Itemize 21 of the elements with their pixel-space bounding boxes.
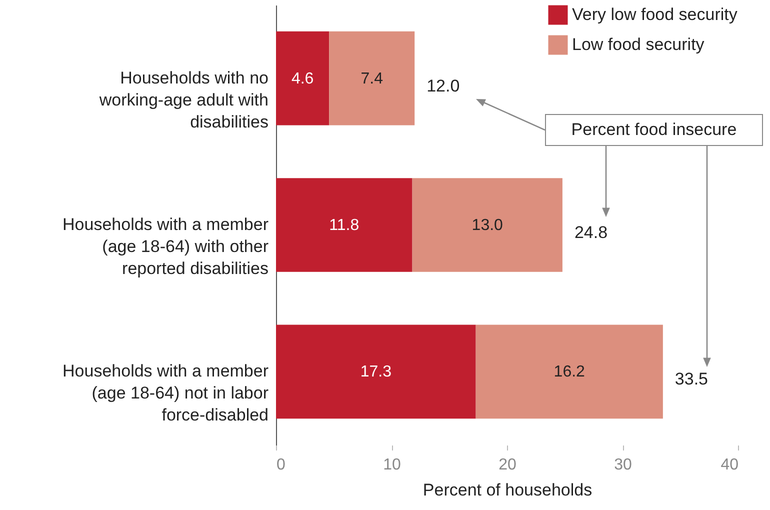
data-label: 4.6 — [291, 70, 314, 88]
data-label: 17.3 — [360, 364, 392, 381]
total-label: 12.0 — [426, 76, 460, 96]
legend-label: Very low food security — [572, 5, 738, 24]
y-tick-label: Households with no working-age adult with disabilities — [98, 68, 268, 132]
legend-label: Low food security — [572, 35, 705, 54]
total-label: 33.5 — [674, 370, 708, 389]
x-tick-label: 30 — [614, 456, 632, 474]
y-tick-label: Households with a member (age 18-64) not in labor force-disabled — [62, 362, 269, 425]
x-tick-label: 10 — [383, 456, 401, 474]
total-label: 24.8 — [574, 223, 608, 242]
data-label: 16.2 — [554, 364, 586, 381]
callout-box: Percent food insecure — [545, 114, 763, 146]
x-tick-label: 20 — [498, 456, 516, 474]
x-axis-title: Percent of households — [422, 480, 592, 500]
data-label: 7.4 — [360, 70, 384, 88]
y-tick-label: Households with a member (age 18-64) with other reported disabilities — [62, 215, 269, 278]
x-tick-label: 0 — [276, 456, 286, 474]
x-tick-label: 40 — [720, 456, 739, 474]
data-label: 13.0 — [472, 217, 504, 234]
data-label: 11.8 — [329, 217, 360, 234]
